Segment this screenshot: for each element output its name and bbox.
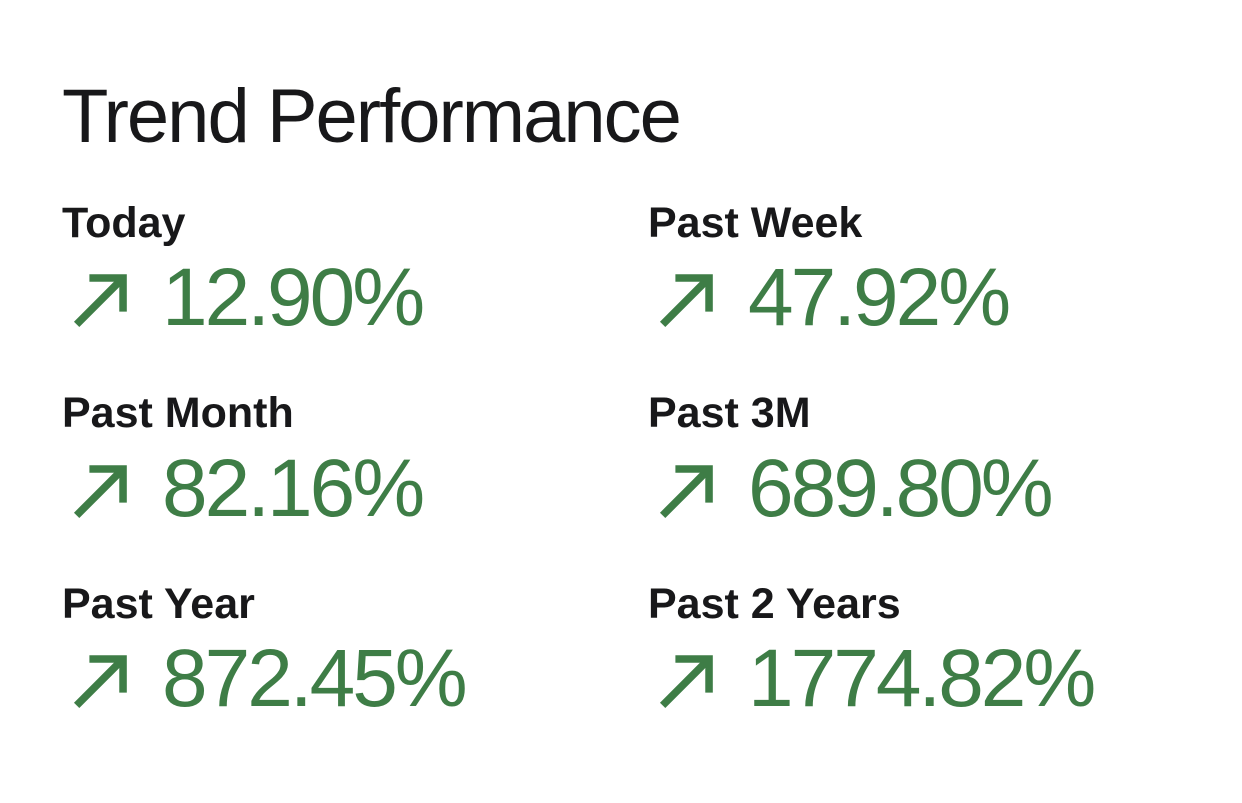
- metric-card-past-month: Past Month 82.16%: [62, 389, 648, 529]
- trend-up-arrow-icon: [659, 274, 713, 328]
- metric-value-row: 12.90%: [62, 257, 648, 339]
- metric-card-past-3m: Past 3M 689.80%: [648, 389, 1242, 529]
- metric-value-row: 689.80%: [648, 442, 1242, 534]
- metric-card-past-year: Past Year 872.45%: [62, 580, 648, 720]
- metric-card-today: Today 12.90%: [62, 199, 648, 339]
- metric-label: Past 2 Years: [648, 579, 901, 628]
- page-title: Trend Performance: [62, 74, 682, 159]
- trend-up-arrow-icon: [659, 655, 713, 709]
- metric-value-row: 47.92%: [648, 257, 1242, 339]
- metric-value: 12.90%: [162, 252, 425, 344]
- metric-label: Past 3M: [648, 389, 811, 438]
- metric-value: 1774.82%: [748, 633, 1096, 725]
- metric-label: Past Week: [648, 199, 863, 247]
- metric-value-row: 1774.82%: [648, 638, 1242, 720]
- trend-up-arrow-icon: [73, 274, 127, 328]
- metric-label: Past Month: [62, 389, 294, 438]
- metric-label: Past Year: [62, 579, 255, 628]
- metric-value-row: 82.16%: [62, 442, 648, 534]
- trend-up-arrow-icon: [73, 655, 127, 709]
- trend-performance-panel: Trend Performance Today 12.90% Past Week…: [62, 74, 1242, 770]
- metric-value: 82.16%: [162, 442, 425, 534]
- metric-value: 872.45%: [162, 633, 468, 725]
- metrics-grid: Today 12.90% Past Week 47.92% Past Month: [62, 199, 1242, 770]
- trend-up-arrow-icon: [659, 465, 713, 518]
- metric-card-past-week: Past Week 47.92%: [648, 199, 1242, 339]
- metric-value: 689.80%: [748, 442, 1054, 534]
- metric-value-row: 872.45%: [62, 638, 648, 720]
- metric-value: 47.92%: [748, 252, 1011, 344]
- metric-card-past-2-years: Past 2 Years 1774.82%: [648, 580, 1242, 720]
- trend-up-arrow-icon: [73, 465, 127, 518]
- metric-label: Today: [62, 199, 186, 247]
